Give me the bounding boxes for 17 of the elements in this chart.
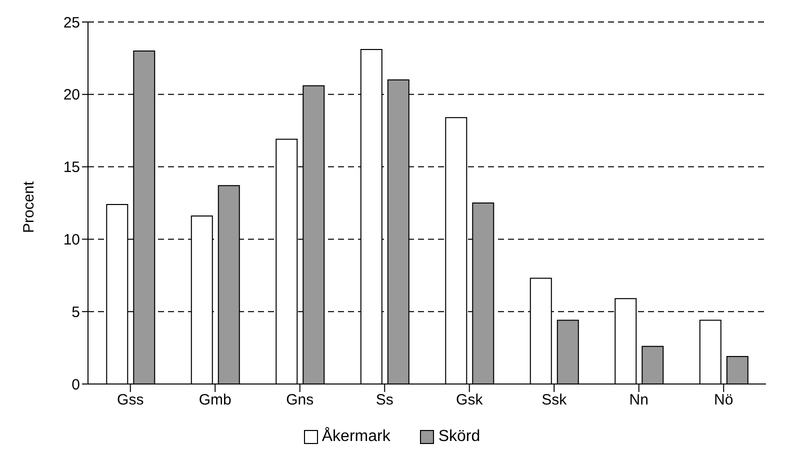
x-tick-label: Gmb — [198, 392, 232, 409]
x-tick-label: Ssk — [542, 392, 568, 409]
y-tick-label: 15 — [63, 159, 80, 176]
y-tick-label: 20 — [63, 86, 80, 104]
x-tick-label: Gsk — [456, 392, 484, 409]
legend-label: Åkermark — [320, 428, 390, 446]
x-tick-label: Gss — [117, 392, 144, 409]
y-tick-label: 5 — [72, 304, 80, 321]
y-axis-title: Procent — [20, 180, 38, 233]
x-tick-label: Ss — [376, 392, 394, 409]
x-tick-label: Gns — [286, 392, 314, 409]
legend-label: Skörd — [437, 428, 480, 446]
y-tick-label: 25 — [63, 14, 80, 32]
x-tick-label: Nö — [714, 392, 734, 409]
x-tick-label: Nn — [629, 392, 648, 409]
y-tick-label: 0 — [72, 376, 80, 394]
y-tick-label: 10 — [63, 232, 80, 249]
